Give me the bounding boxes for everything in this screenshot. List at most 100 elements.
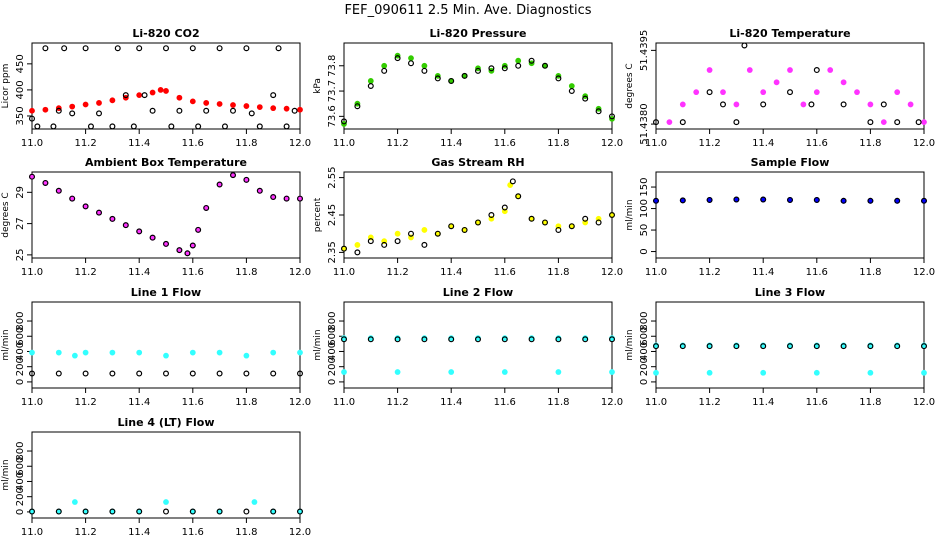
line1-black-point [136,370,143,377]
line4-black-point [109,508,116,515]
x-tick-label: 11.8 [859,267,881,278]
x-tick-label: 11.8 [547,138,569,149]
x-tick-label: 12.0 [913,267,935,278]
plot-frame [343,171,613,259]
co2-black-point [82,45,89,52]
box-temp-black-point [270,194,277,201]
y-axis-label: ml/min [625,329,635,360]
temp-magenta-point [706,67,713,73]
x-tick-label: 12.0 [289,397,311,408]
temp-black-point [652,119,659,126]
temp-black-point [679,119,686,126]
co2-red-point [157,87,164,93]
co2-black-point [176,107,183,114]
y-tick-label: 400 [15,80,26,99]
line4-black-point [297,508,304,515]
co2-red-point [203,100,210,106]
temp-magenta-point [773,79,780,86]
chart-panel-8: Line 2 Flow ml/min 11.0 11.2 11.4 11.6 11.8 12.… [313,286,623,408]
co2-red-point [96,100,102,106]
rh-black-point [595,219,602,226]
box-temp-black-point [42,179,49,186]
pressure-black-point [461,72,468,79]
chart-title: Line 4 (LT) Flow [118,416,215,429]
x-tick-label: 11.2 [74,267,96,278]
y-tick-label: 0 [639,379,650,385]
line3-cyan-point [813,369,820,376]
line4-black-point [136,508,143,515]
line3-cyan-point [706,369,713,376]
box-temp-black-point [283,195,290,202]
y-axis-label: ml/min [625,199,635,230]
line1-black-point [216,370,223,377]
co2-red-point [42,106,49,113]
chart-title: Line 2 Flow [443,286,513,299]
line2-black-point [341,336,348,343]
x-tick-label: 12.0 [913,138,935,149]
line2-cyan-point [609,369,615,375]
chart-title: Li-820 Pressure [430,27,527,40]
y-tick-label: 800 [15,311,26,330]
co2-black-point [29,115,36,122]
line4-cyan-point [163,499,169,505]
co2-red-point [189,98,196,105]
temp-magenta-point [813,89,820,96]
box-temp-black-point [109,215,116,222]
y-axis-label: ml/min [1,329,11,360]
x-tick-label: 11.0 [21,138,43,149]
pressure-black-point [568,88,575,95]
sample-flow-black-point [894,197,901,204]
pressure-black-point [408,60,415,67]
box-temp-black-point [122,222,129,229]
line1-cyan-point [270,349,277,356]
pressure-black-point [501,65,508,72]
y-tick-label: 600 [639,327,650,346]
line1-black-point [270,370,277,377]
pressure-green-point [367,78,374,84]
temp-black-point [733,119,740,126]
co2-black-point [291,107,298,114]
line4-cyan-point [71,499,78,505]
y-tick-label: 51.4395 [639,30,650,71]
plot-frame [31,431,301,519]
line2-black-point [582,336,589,343]
temp-magenta-point [800,101,807,108]
temp-black-point [760,101,767,108]
y-tick-label: 73.7 [327,80,338,102]
x-tick-label: 11.2 [386,267,408,278]
plot-frame [655,42,925,130]
pressure-green-point [408,55,414,62]
x-tick-label: 11.6 [182,527,204,538]
co2-black-point [243,45,250,52]
rh-black-point [541,219,548,226]
x-tick-label: 11.6 [806,397,828,408]
rh-yellow-point [421,227,428,233]
line1-black-point [297,370,304,377]
x-tick-label: 11.6 [806,267,828,278]
pressure-black-point [475,67,482,74]
x-tick-label: 11.8 [235,397,257,408]
line3-black-point [867,343,874,350]
y-axis-label: Licor ppm [1,64,11,109]
x-tick-label: 11.0 [333,397,355,408]
x-tick-label: 12.0 [601,397,623,408]
rh-black-point [381,241,388,248]
box-temp-black-point [95,209,102,216]
line3-black-point [679,343,686,350]
line3-black-point [760,343,767,350]
y-axis-label: kPa [313,78,323,94]
chart-panel-4: Ambient Box Temperature degrees C 11.0 11.2… [1,156,311,278]
co2-red-point [176,94,183,101]
y-tick-label: 200 [639,357,650,376]
line3-black-point [894,343,901,350]
y-tick-label: 400 [639,342,650,361]
x-tick-label: 11.2 [74,397,96,408]
rh-black-point [394,238,401,245]
pressure-green-point [515,57,522,64]
plot-frame [655,171,925,259]
box-temp-black-point [176,247,183,254]
temp-magenta-point [827,67,834,73]
y-tick-label: 200 [15,357,26,376]
line2-black-point [475,336,482,343]
temp-magenta-point [921,119,927,126]
